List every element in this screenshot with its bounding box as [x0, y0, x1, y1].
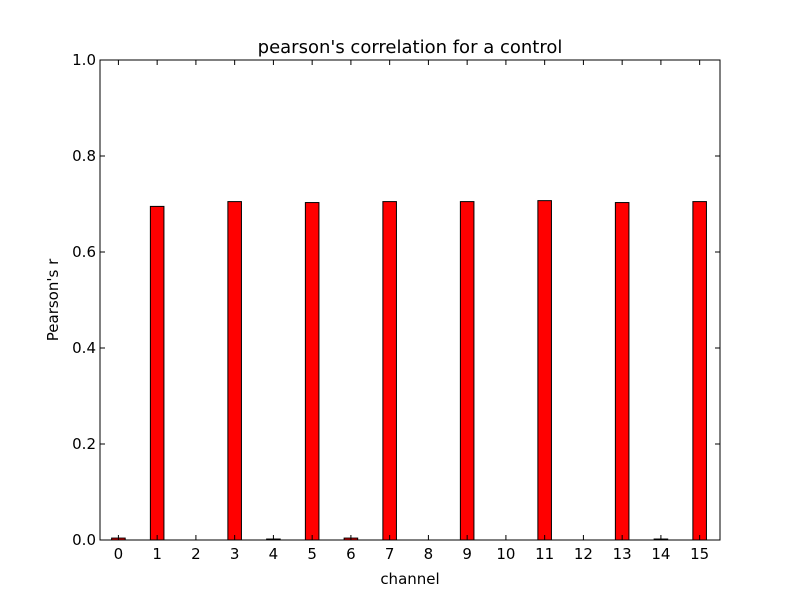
- y-tick-label: 0.4: [72, 339, 96, 357]
- bar-channel-7: [382, 201, 397, 541]
- bar-channel-15: [692, 201, 707, 541]
- plot-frame: [99, 59, 721, 541]
- y-tick-label: 0.2: [72, 435, 96, 453]
- x-tick-label: 5: [307, 545, 317, 563]
- bar-channel-13: [614, 202, 630, 541]
- bar-channel-5: [304, 202, 320, 541]
- y-tick-label: 0.0: [72, 531, 96, 549]
- y-tick-label: 0.8: [72, 147, 96, 165]
- x-tick-label: 0: [114, 545, 124, 563]
- x-tick-label: 10: [496, 545, 515, 563]
- x-tick-label: 14: [651, 545, 670, 563]
- x-tick-label: 11: [535, 545, 554, 563]
- x-tick-label: 8: [424, 545, 434, 563]
- x-axis-ticks: 0 1 2 3 4 5 6 7 8 9 10 11 12 13 14 15: [114, 60, 709, 563]
- x-tick-label: 12: [574, 545, 593, 563]
- x-tick-label: 9: [462, 545, 472, 563]
- x-tick-label: 15: [690, 545, 709, 563]
- x-tick-label: 2: [191, 545, 201, 563]
- x-tick-label: 6: [346, 545, 356, 563]
- x-axis-label: channel: [380, 570, 439, 588]
- bar-channel-3: [227, 201, 242, 541]
- y-axis-label: Pearson's r: [44, 258, 62, 341]
- chart-title: pearson's correlation for a control: [258, 37, 563, 58]
- bars: [111, 200, 707, 541]
- x-tick-label: 7: [385, 545, 395, 563]
- plot-area: 0.00.20.40.60.81.0 0 1 2 3 4 5 6 7 8 9 10 11 12 13 14 1…: [72, 51, 721, 563]
- y-tick-label: 0.6: [72, 243, 96, 261]
- x-tick-label: 4: [269, 545, 279, 563]
- x-tick-label: 3: [230, 545, 240, 563]
- x-tick-label: 13: [613, 545, 632, 563]
- bar-channel-1: [149, 205, 165, 541]
- bar-channel-9: [459, 201, 475, 541]
- x-tick-label: 1: [152, 545, 162, 563]
- y-axis-ticks: 0.0 0.2 0.4 0.6 0.8 1.0: [72, 51, 720, 549]
- bar-channel-11: [537, 200, 552, 541]
- y-tick-label: 1.0: [72, 51, 96, 69]
